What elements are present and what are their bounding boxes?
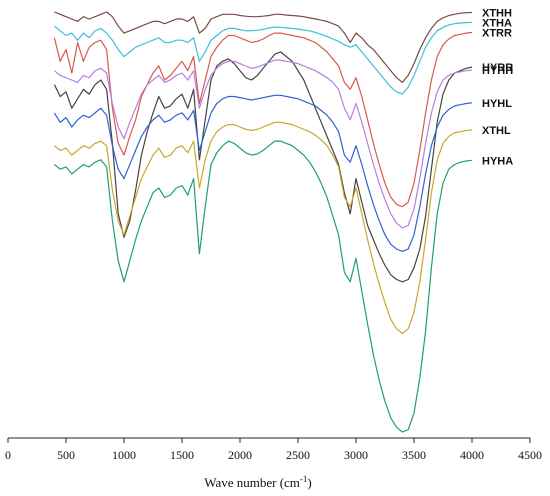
series-label-xtrr: XTRR: [482, 27, 512, 39]
plot-lines: [53, 11, 473, 433]
x-axis-title-main: Wave number (cm: [204, 475, 300, 490]
series-line-xthl: [54, 121, 473, 335]
x-tick-label: 2000: [228, 448, 252, 462]
x-tick-label: 500: [57, 448, 75, 462]
series-line-xtha: [54, 21, 473, 95]
series-line-xthh: [54, 11, 473, 83]
series-label-xthl: XTHL: [482, 125, 511, 137]
x-axis-title-sup: -1: [300, 474, 308, 484]
series-label-hyhh: HYHH: [482, 65, 513, 77]
series-label-hyrr: HYRR: [482, 62, 513, 74]
x-tick-label: 4500: [518, 448, 542, 462]
x-axis-title: Wave number (cm-1): [204, 474, 312, 490]
series-line-hyha: [54, 140, 473, 433]
x-tick-label: 3000: [344, 448, 368, 462]
x-tick-label: 3500: [402, 448, 426, 462]
series-line-xtrr: [53, 31, 473, 208]
series-label-xtha: XTHA: [482, 17, 512, 29]
series-line-hyrr: [53, 51, 473, 283]
x-tick-label: 1000: [112, 448, 136, 462]
series-line-hyhh: [54, 59, 473, 229]
x-axis-title-suffix: ): [307, 475, 311, 490]
series-label-xthh: XTHH: [482, 8, 512, 20]
x-tick-label: 0: [5, 448, 11, 462]
x-tick-label: 1500: [170, 448, 194, 462]
series-label-hyha: HYHA: [482, 155, 513, 167]
series-label-hyhl: HYHL: [482, 98, 512, 110]
series-line-hyhl: [53, 94, 473, 252]
x-tick-label: 2500: [286, 448, 310, 462]
x-axis-ticks: 0 500 1000 1500 2000 2500 3000 3500 4000 4500: [5, 438, 542, 462]
x-tick-label: 4000: [460, 448, 484, 462]
